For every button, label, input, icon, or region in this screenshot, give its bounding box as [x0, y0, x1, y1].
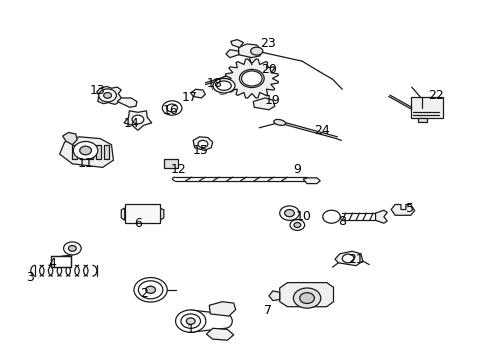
Circle shape	[342, 254, 353, 263]
Text: 14: 14	[123, 117, 139, 130]
Bar	[103, 145, 108, 159]
Polygon shape	[206, 328, 233, 340]
Polygon shape	[225, 59, 278, 98]
Polygon shape	[60, 137, 113, 167]
Text: 24: 24	[313, 124, 329, 137]
Text: 19: 19	[264, 94, 280, 107]
Circle shape	[322, 210, 340, 223]
Polygon shape	[117, 98, 137, 107]
Circle shape	[289, 220, 304, 230]
Text: 5: 5	[405, 202, 413, 215]
Polygon shape	[123, 111, 152, 130]
Bar	[51, 256, 71, 267]
Polygon shape	[334, 251, 362, 266]
Circle shape	[279, 206, 299, 220]
Circle shape	[103, 93, 111, 98]
Text: 9: 9	[293, 163, 301, 176]
Text: 22: 22	[427, 89, 443, 102]
Polygon shape	[253, 98, 274, 110]
Ellipse shape	[181, 314, 200, 328]
Ellipse shape	[162, 101, 182, 115]
Text: 15: 15	[192, 144, 208, 157]
Bar	[124, 204, 160, 223]
Text: 11: 11	[78, 157, 93, 170]
Text: 16: 16	[162, 104, 178, 117]
Circle shape	[293, 222, 300, 228]
Ellipse shape	[216, 81, 231, 90]
Text: 8: 8	[338, 215, 346, 228]
Text: 6: 6	[134, 217, 142, 230]
Text: 13: 13	[90, 84, 105, 97]
Ellipse shape	[166, 104, 177, 112]
Text: 1: 1	[186, 323, 194, 336]
Polygon shape	[190, 89, 205, 98]
Text: 10: 10	[295, 210, 310, 223]
Polygon shape	[390, 204, 414, 215]
Text: 3: 3	[26, 271, 34, 284]
Circle shape	[99, 89, 116, 102]
Ellipse shape	[250, 47, 263, 55]
Text: 12: 12	[170, 163, 186, 176]
Circle shape	[80, 146, 91, 155]
Bar	[88, 145, 93, 159]
Text: 7: 7	[264, 304, 271, 317]
Circle shape	[293, 288, 320, 308]
Bar	[417, 118, 426, 122]
Bar	[163, 159, 178, 168]
Polygon shape	[121, 208, 124, 220]
Polygon shape	[62, 132, 77, 145]
Polygon shape	[238, 44, 261, 58]
Bar	[72, 145, 77, 159]
Polygon shape	[97, 86, 121, 104]
Polygon shape	[279, 283, 333, 307]
Polygon shape	[230, 40, 243, 48]
Bar	[80, 145, 85, 159]
Polygon shape	[209, 302, 235, 316]
Text: 23: 23	[260, 37, 275, 50]
Text: 4: 4	[49, 257, 57, 270]
Text: 21: 21	[347, 253, 363, 266]
Polygon shape	[225, 50, 238, 58]
Text: 17: 17	[182, 91, 197, 104]
Polygon shape	[375, 210, 386, 223]
Polygon shape	[268, 291, 279, 301]
Text: 2: 2	[140, 287, 148, 300]
Polygon shape	[160, 208, 163, 220]
Circle shape	[239, 69, 264, 87]
Ellipse shape	[138, 281, 163, 299]
Circle shape	[73, 141, 98, 159]
Text: 18: 18	[206, 77, 222, 90]
Polygon shape	[193, 137, 212, 150]
Bar	[96, 145, 101, 159]
Ellipse shape	[134, 278, 167, 302]
Circle shape	[198, 140, 207, 148]
Ellipse shape	[212, 78, 235, 93]
Circle shape	[284, 210, 294, 217]
Bar	[410, 97, 442, 118]
Circle shape	[68, 246, 76, 251]
Circle shape	[63, 242, 81, 255]
Polygon shape	[303, 178, 320, 184]
Text: 20: 20	[261, 63, 276, 76]
Circle shape	[132, 115, 143, 124]
Ellipse shape	[273, 120, 285, 125]
Ellipse shape	[145, 286, 155, 293]
Ellipse shape	[186, 318, 195, 324]
Ellipse shape	[175, 310, 205, 332]
Circle shape	[299, 293, 314, 303]
